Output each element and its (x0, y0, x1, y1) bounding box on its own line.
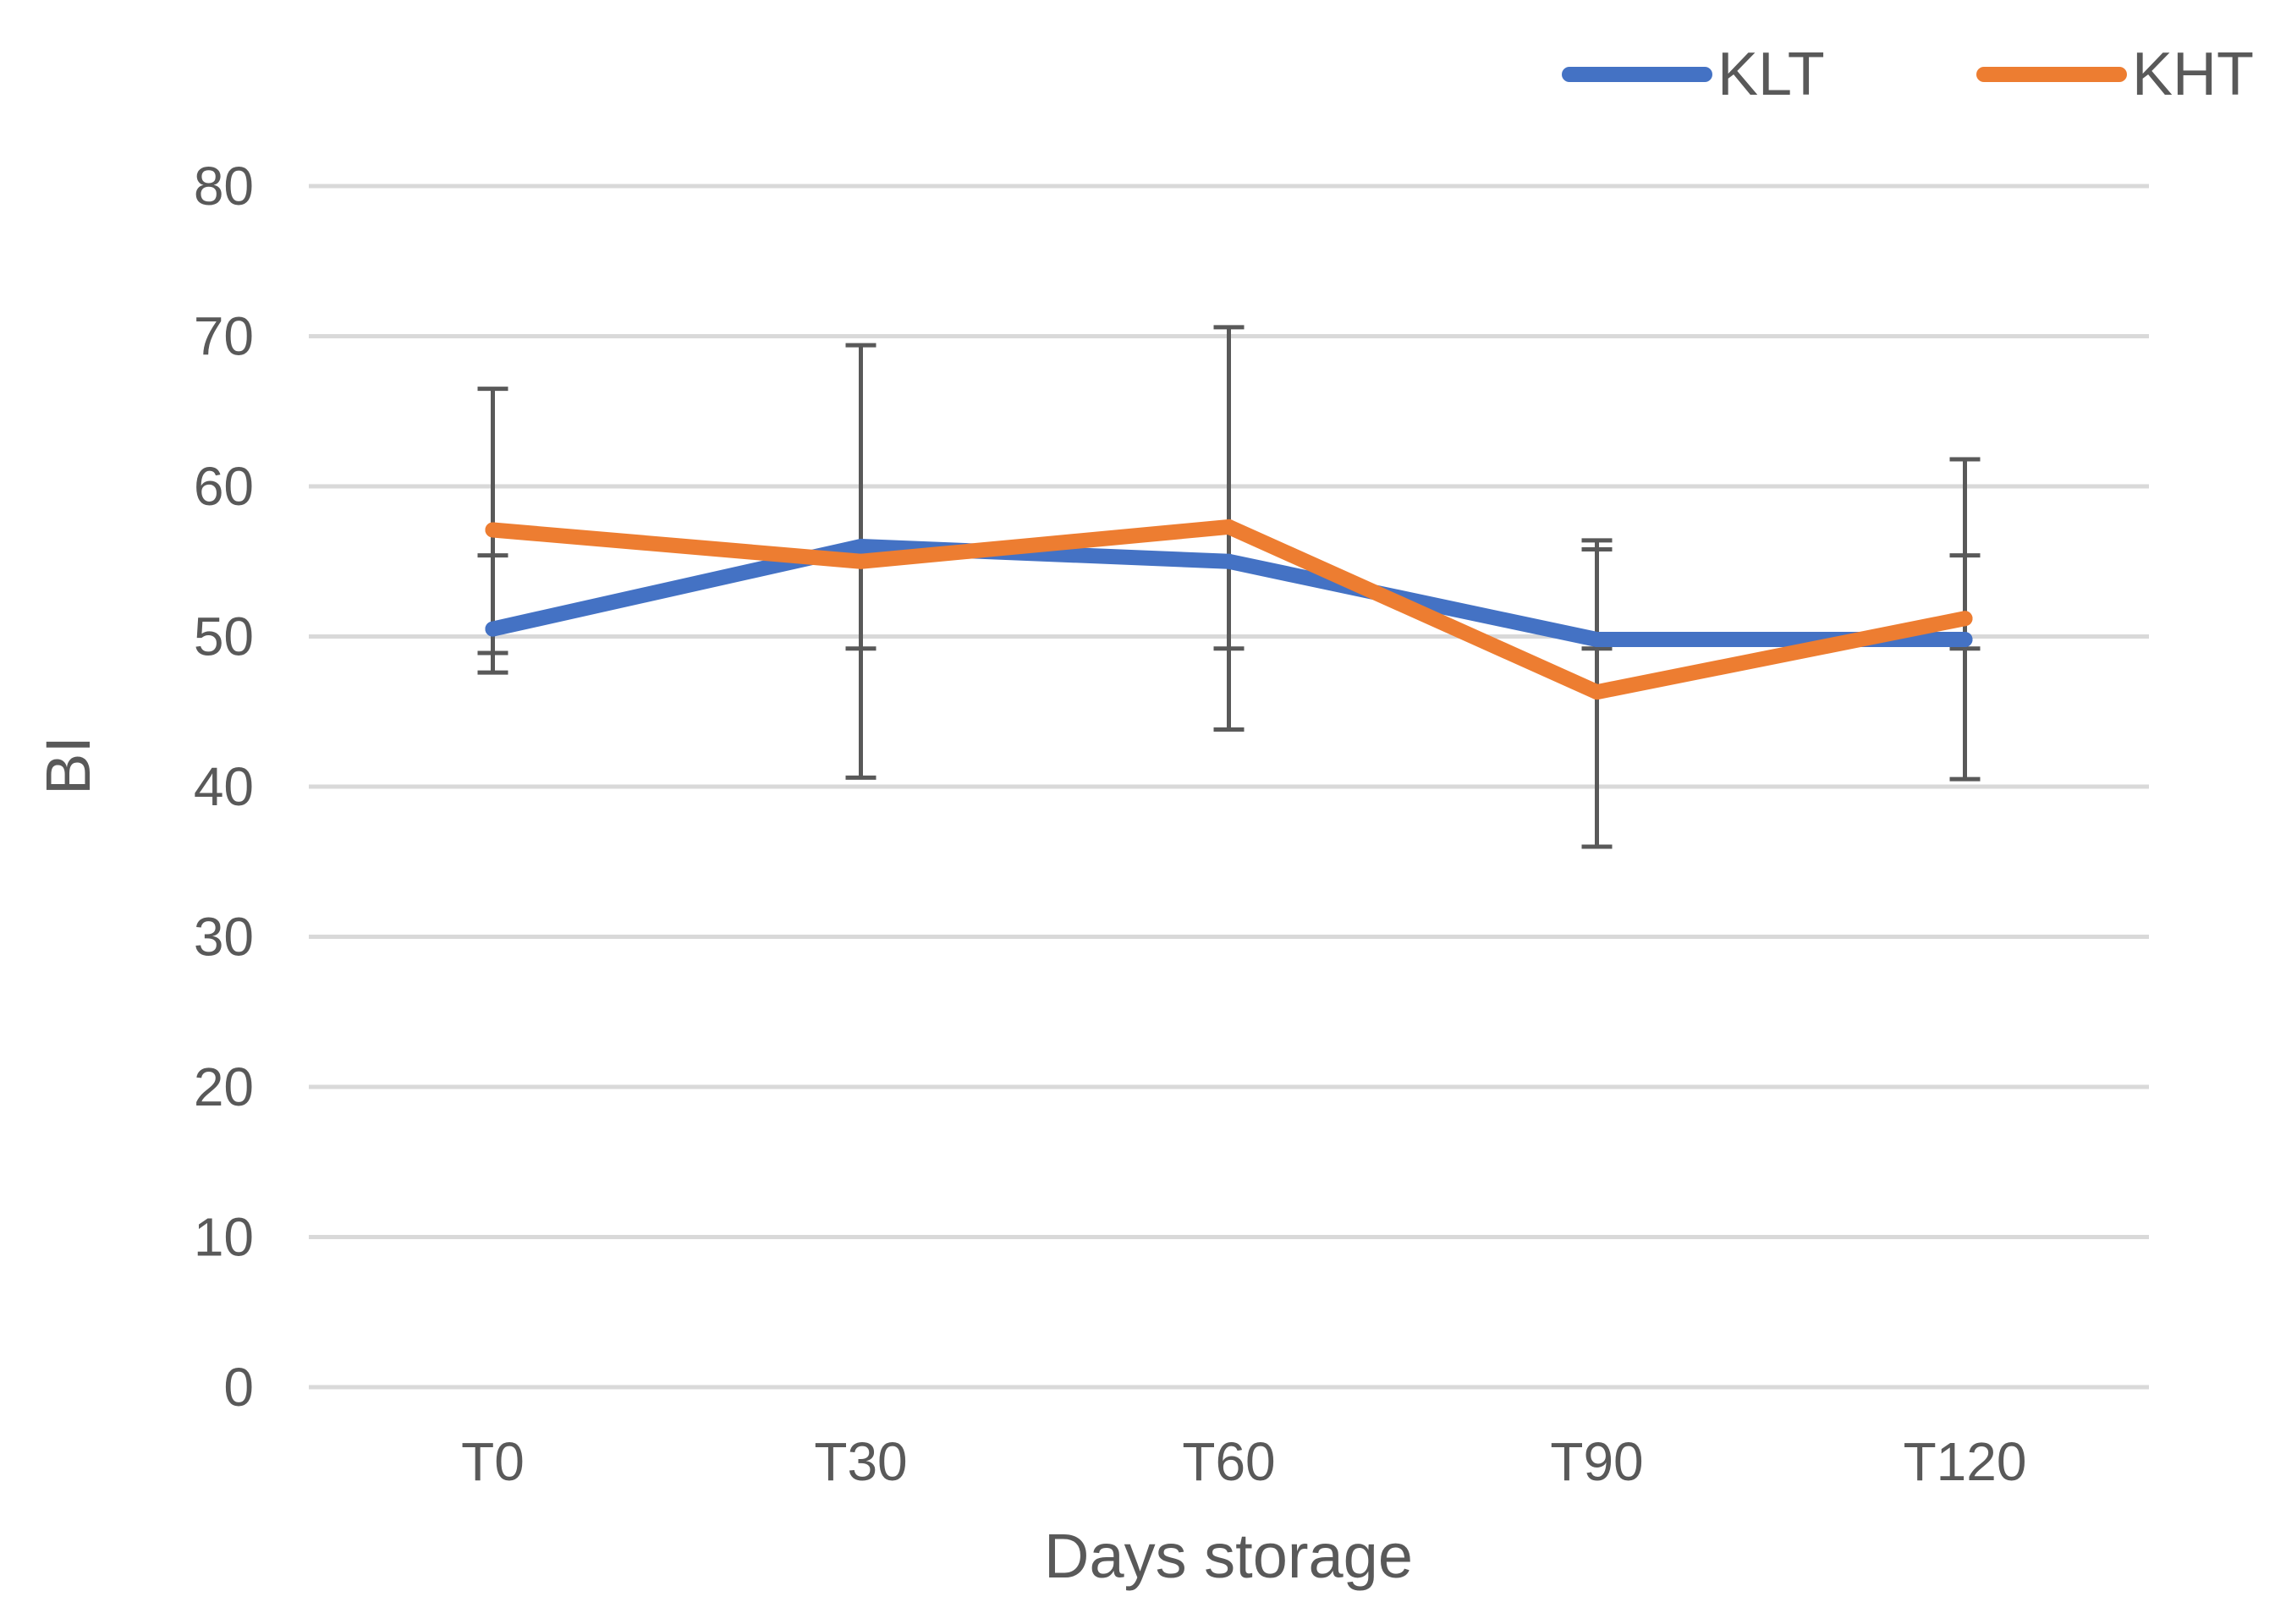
y-tick-label-10: 10 (194, 1207, 254, 1268)
data-point-kht-t90 (1589, 684, 1605, 700)
data-point-klt-t60 (1221, 553, 1237, 569)
y-tick-label-60: 60 (194, 456, 254, 517)
data-point-klt-t120 (1957, 632, 1973, 648)
data-point-kht-t120 (1957, 611, 1973, 627)
y-tick-label-30: 30 (194, 907, 254, 968)
x-tick-label-t60: T60 (1182, 1431, 1275, 1492)
data-point-kht-t0 (485, 522, 501, 538)
data-point-klt-t90 (1589, 632, 1605, 648)
x-axis-title: Days storage (1044, 1521, 1413, 1591)
y-tick-label-0: 0 (223, 1357, 254, 1418)
y-tick-label-20: 20 (194, 1056, 254, 1117)
y-tick-label-70: 70 (194, 306, 254, 367)
data-point-klt-t0 (485, 621, 501, 637)
data-point-kht-t30 (853, 553, 869, 569)
x-tick-label-t30: T30 (814, 1431, 907, 1492)
legend-label-kht: KHT (2132, 41, 2254, 108)
series-lines (485, 518, 1973, 700)
error-bar-kht-t0 (477, 387, 508, 656)
y-axis-title: BI (33, 736, 103, 795)
y-axis-ticks: 0 10 20 30 40 50 60 70 80 (194, 156, 254, 1418)
x-tick-label-t90: T90 (1550, 1431, 1643, 1492)
legend: KLT KHT (1562, 41, 2254, 108)
y-tick-label-50: 50 (194, 606, 254, 667)
x-tick-label-t0: T0 (461, 1431, 525, 1492)
legend-label-klt: KLT (1717, 41, 1825, 108)
y-tick-label-80: 80 (194, 156, 254, 217)
data-point-kht-t60 (1221, 518, 1237, 535)
x-axis-ticks: T0 T30 T60 T90 T120 (461, 1431, 2026, 1492)
y-tick-label-40: 40 (194, 756, 254, 817)
x-tick-label-t120: T120 (1904, 1431, 2027, 1492)
data-point-klt-t30 (853, 539, 869, 554)
